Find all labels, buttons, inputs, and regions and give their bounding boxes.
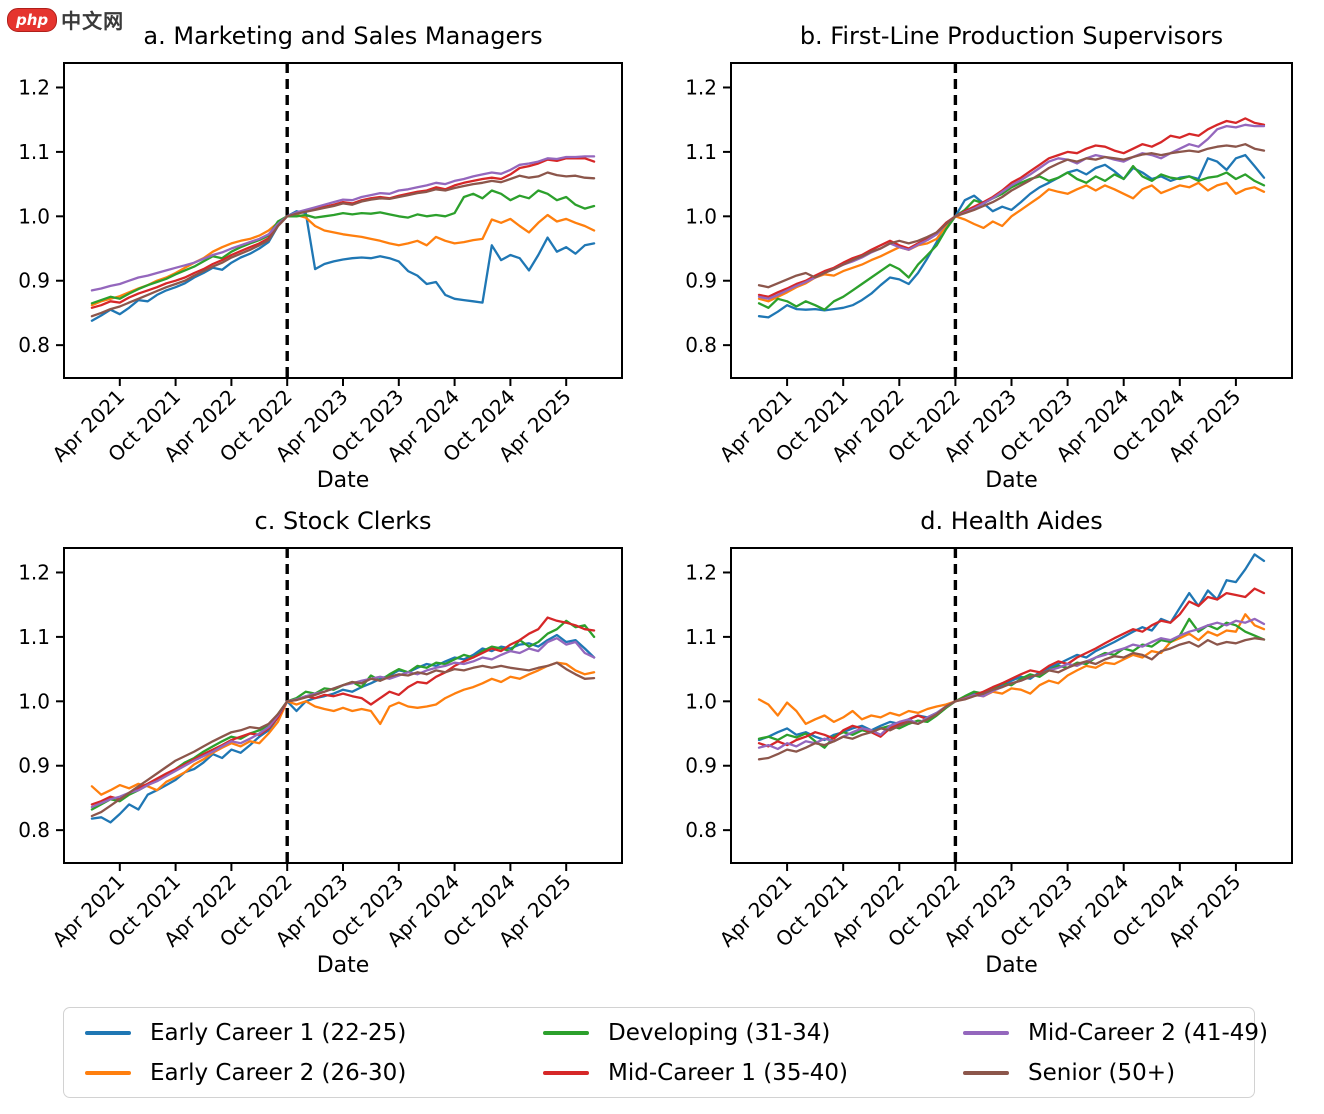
- legend-line-swatch: [543, 1030, 589, 1035]
- site-watermark-label: 中文网: [61, 9, 125, 33]
- svg-text:1.0: 1.0: [18, 689, 50, 713]
- svg-text:1.1: 1.1: [18, 140, 50, 164]
- svg-text:0.9: 0.9: [685, 269, 717, 293]
- legend-line-swatch: [85, 1070, 131, 1075]
- figure-legend: Early Career 1 (22-25) Developing (31-34…: [63, 1007, 1268, 1098]
- legend-label: Early Career 2 (26-30): [150, 1059, 407, 1086]
- legend-item-early-career-2: Early Career 2 (26-30): [85, 1058, 543, 1088]
- svg-text:0.9: 0.9: [18, 269, 50, 293]
- panel-production-supervisors: b. First-Line Production Supervisors 0.8 0…: [662, 0, 1324, 500]
- svg-text:0.9: 0.9: [18, 754, 50, 778]
- svg-text:Date: Date: [985, 468, 1038, 493]
- legend-item-developing: Developing (31-34): [543, 1018, 963, 1048]
- svg-text:0.8: 0.8: [18, 333, 50, 357]
- svg-text:1.2: 1.2: [685, 560, 717, 584]
- legend-label: Early Career 1 (22-25): [150, 1019, 407, 1046]
- panel-marketing-sales-managers: a. Marketing and Sales Managers 0.8 0.9 1.0…: [0, 0, 662, 500]
- svg-text:Date: Date: [985, 953, 1038, 978]
- php-logo-badge: php: [7, 7, 58, 32]
- svg-text:0.8: 0.8: [685, 818, 717, 842]
- svg-text:b. First-Line Production Super: b. First-Line Production Supervisors: [800, 22, 1223, 50]
- svg-text:1.2: 1.2: [18, 75, 50, 99]
- svg-text:1.1: 1.1: [685, 625, 717, 649]
- legend-line-swatch: [963, 1030, 1009, 1035]
- svg-text:Date: Date: [317, 953, 370, 978]
- legend-item-early-career-1: Early Career 1 (22-25): [85, 1018, 543, 1048]
- svg-text:1.1: 1.1: [18, 625, 50, 649]
- panel-stock-clerks: c. Stock Clerks 0.8 0.9 1.0 1.1 1.2 Apr 2021 Oc…: [0, 485, 662, 985]
- panel-health-aides: d. Health Aides 0.8 0.9 1.0 1.1 1.2 Apr 2021 Oc…: [662, 485, 1324, 985]
- legend-item-mid-career-2: Mid-Career 2 (41-49): [963, 1018, 1268, 1048]
- svg-text:0.8: 0.8: [685, 333, 717, 357]
- svg-text:0.8: 0.8: [18, 818, 50, 842]
- legend-label: Mid-Career 1 (35-40): [608, 1059, 849, 1086]
- svg-text:1.1: 1.1: [685, 140, 717, 164]
- legend-label: Senior (50+): [1028, 1059, 1176, 1086]
- panel-b-chart: b. First-Line Production Supervisors 0.8 0…: [685, 22, 1293, 493]
- svg-text:a. Marketing and Sales Manager: a. Marketing and Sales Managers: [143, 22, 542, 50]
- svg-text:c. Stock Clerks: c. Stock Clerks: [255, 507, 432, 535]
- svg-text:1.0: 1.0: [685, 204, 717, 228]
- panel-a-chart: a. Marketing and Sales Managers 0.8 0.9 1.0…: [18, 22, 623, 493]
- site-watermark: php 中文网: [7, 5, 124, 34]
- svg-text:1.0: 1.0: [18, 204, 50, 228]
- legend-item-mid-career-1: Mid-Career 1 (35-40): [543, 1058, 963, 1088]
- legend-label: Developing (31-34): [608, 1019, 831, 1046]
- legend-line-swatch: [963, 1070, 1009, 1075]
- svg-text:0.9: 0.9: [685, 754, 717, 778]
- legend-line-swatch: [543, 1070, 589, 1075]
- legend-line-swatch: [85, 1030, 131, 1035]
- legend-label: Mid-Career 2 (41-49): [1028, 1019, 1269, 1046]
- svg-text:Date: Date: [317, 468, 370, 493]
- svg-text:d. Health Aides: d. Health Aides: [920, 507, 1103, 535]
- svg-text:1.2: 1.2: [685, 75, 717, 99]
- svg-text:1.0: 1.0: [685, 689, 717, 713]
- legend-item-senior: Senior (50+): [963, 1058, 1268, 1088]
- svg-text:1.2: 1.2: [18, 560, 50, 584]
